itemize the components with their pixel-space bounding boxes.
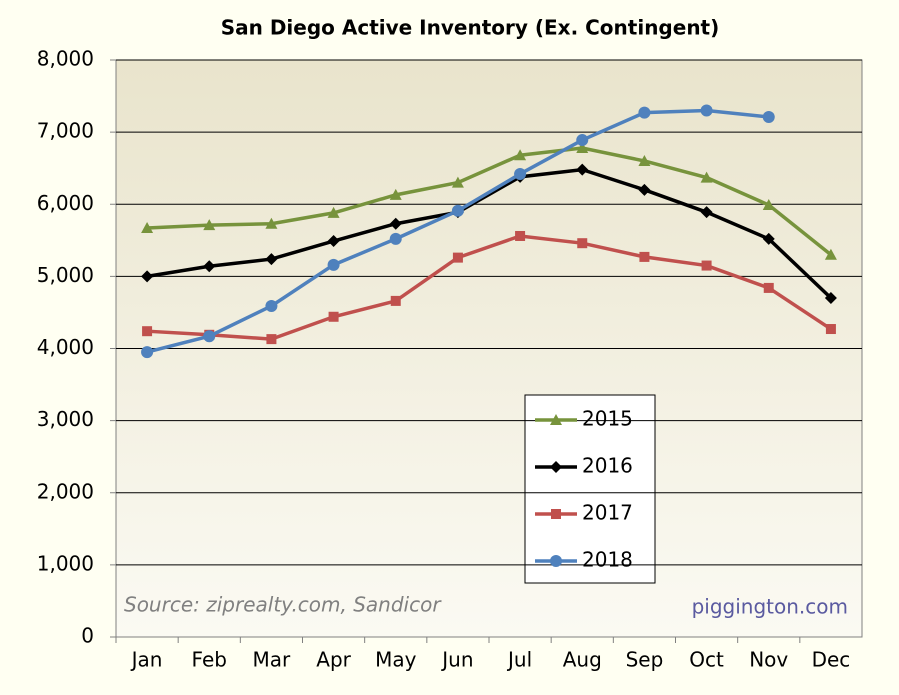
marker [639,251,650,262]
marker [265,217,278,229]
series-line [146,234,832,341]
marker [203,219,216,231]
marker [762,198,775,210]
source-note: Source: ziprealty.com, Sandicor [124,593,442,617]
y-tick-label: 1,000 [37,551,94,575]
marker [576,141,589,153]
marker [327,258,340,271]
y-tick-label: 3,000 [37,407,94,431]
legend-label: 2018 [582,548,633,572]
marker [265,253,278,266]
marker [700,104,713,117]
marker [389,232,402,245]
marker [700,171,713,183]
series-line [147,146,833,257]
y-tick-label: 0 [81,624,94,648]
x-tick-label: Dec [812,648,851,672]
marker [203,330,216,343]
watermark: piggington.com [692,595,848,619]
y-tick-label: 5,000 [37,263,94,287]
legend [524,394,656,584]
marker [452,252,463,263]
marker [451,204,464,217]
x-tick-label: Oct [689,648,724,672]
x-tick-label: Apr [316,648,351,672]
marker [550,461,562,473]
marker [762,110,775,123]
marker [551,509,561,519]
y-tick-label: 7,000 [37,119,94,143]
marker [550,555,562,567]
legend-label: 2015 [582,407,633,431]
marker [825,324,836,335]
x-tick-label: Jan [130,648,163,672]
x-tick-label: Aug [563,648,602,672]
marker [141,346,154,359]
marker [514,149,527,161]
y-tick-label: 6,000 [37,191,94,215]
y-tick-label: 8,000 [37,47,94,71]
marker [824,248,837,260]
marker [701,260,712,271]
legend-label: 2017 [582,501,633,525]
x-tick-label: May [375,648,417,672]
x-tick-label: Jul [506,648,532,672]
marker [638,106,651,119]
y-tick-label: 4,000 [37,335,94,359]
legend-label: 2016 [582,454,633,478]
marker [638,183,651,196]
marker [389,217,402,230]
marker [142,326,153,337]
marker [389,188,402,200]
series-line [146,167,833,300]
marker [577,238,588,249]
marker [824,292,837,305]
marker [327,206,340,218]
marker [762,232,775,245]
marker [451,176,464,188]
marker [141,270,154,283]
x-tick-label: Sep [626,648,664,672]
marker [576,163,589,176]
x-tick-label: Nov [749,648,788,672]
marker [576,134,589,147]
marker [515,230,526,241]
marker [390,295,401,306]
marker [763,282,774,293]
marker [700,206,713,219]
y-tick-label: 2,000 [37,479,94,503]
marker [203,260,216,273]
marker [265,299,278,312]
marker [141,222,154,234]
marker [550,414,562,425]
x-tick-label: Jun [440,648,473,672]
marker [266,334,277,345]
x-tick-label: Mar [253,648,292,672]
x-tick-label: Feb [192,648,227,672]
marker [638,154,651,166]
marker [514,167,527,180]
marker [328,311,339,322]
marker [327,235,340,248]
chart-title: San Diego Active Inventory (Ex. Continge… [221,16,720,40]
